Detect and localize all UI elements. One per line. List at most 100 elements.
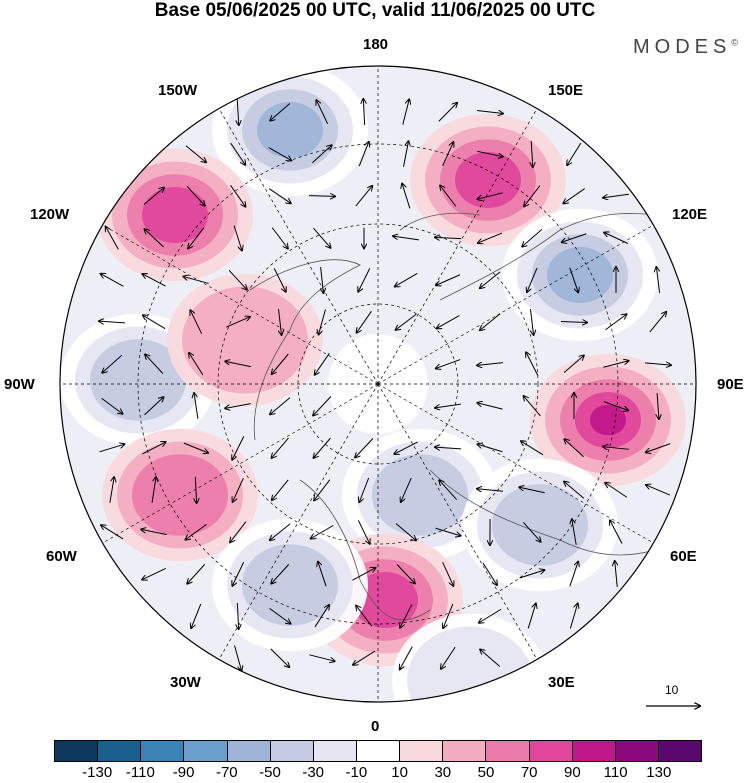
wind-arrow — [268, 188, 290, 204]
colorbar-swatch — [227, 741, 271, 761]
wind-arrow — [189, 353, 204, 376]
meridian-line — [377, 224, 654, 385]
wind-arrow — [603, 361, 628, 368]
wind-arrow — [355, 186, 372, 207]
wind-arrow — [191, 603, 202, 628]
wind-arrow — [186, 186, 205, 205]
wind-arrow — [477, 363, 503, 366]
wind-arrow — [435, 403, 461, 408]
coastline — [439, 213, 681, 301]
wind-arrow — [109, 477, 114, 503]
wind-arrow — [605, 483, 628, 498]
wind-arrow — [99, 321, 126, 323]
colorbar-tick-label: -130 — [82, 764, 113, 781]
colorbar-swatch — [356, 741, 401, 761]
wind-arrow — [228, 270, 247, 289]
wind-arrow — [183, 277, 209, 284]
wind-arrow — [400, 604, 413, 627]
colorbar-swatch — [55, 741, 99, 761]
wind-arrow — [190, 310, 203, 334]
colorbar-swatch — [486, 741, 530, 761]
wind-arrow — [272, 479, 289, 500]
wind-arrow — [400, 646, 413, 670]
lon-label-120e: 120E — [672, 206, 708, 223]
colorbar-tick-label: 110 — [603, 764, 628, 781]
wind-arrow — [272, 437, 289, 458]
wind-arrow — [318, 562, 327, 587]
negative-anomaly-contour — [407, 626, 533, 702]
wind-arrow — [271, 564, 290, 583]
wind-arrow — [395, 523, 416, 541]
wind-arrow — [101, 397, 123, 413]
wind-arrow — [603, 447, 629, 450]
wind-arrow — [316, 100, 329, 124]
colorbar-tick-label: -30 — [302, 764, 325, 781]
lon-label-30e: 30E — [548, 674, 575, 691]
wind-arrow — [436, 274, 461, 285]
wind-arrow — [649, 312, 666, 333]
lon-label-150e: 150E — [548, 82, 584, 99]
wind-arrow — [394, 441, 418, 454]
lon-label-120w: 120W — [30, 206, 70, 223]
wind-arrow — [185, 145, 206, 163]
negative-anomaly-contour — [372, 454, 468, 536]
wind-arrow — [521, 441, 544, 456]
lon-label-60e: 60E — [670, 548, 697, 565]
lon-label-90w: 90W — [4, 376, 35, 393]
wind-arrow — [443, 603, 454, 628]
wind-arrow — [435, 447, 462, 449]
wind-arrow — [194, 393, 199, 419]
wind-arrow — [564, 439, 584, 458]
meridian-line — [102, 383, 379, 544]
wind-arrow — [358, 268, 371, 291]
wind-arrow — [564, 482, 585, 499]
wind-arrow — [563, 355, 584, 373]
positive-anomaly-contour — [142, 186, 208, 244]
wind-arrow — [524, 396, 541, 417]
wind-arrow — [185, 523, 207, 539]
wind-arrow — [321, 267, 324, 293]
wind-arrow — [605, 314, 627, 331]
wind-arrow — [442, 142, 454, 167]
wind-arrow — [225, 361, 251, 368]
wind-arrow — [357, 311, 372, 332]
meridian-line — [102, 224, 379, 385]
colorbar-swatch — [400, 741, 444, 761]
wind-arrow — [313, 396, 332, 415]
wind-arrow — [480, 649, 501, 667]
wind-arrow — [610, 520, 623, 544]
wind-arrow — [477, 489, 503, 491]
wind-arrow — [522, 521, 540, 541]
wind-arrow — [273, 268, 286, 291]
wind-arrow — [151, 477, 156, 503]
negative-anomaly-contour — [547, 246, 613, 304]
wind-arrow — [569, 604, 577, 629]
positive-anomaly-contour — [352, 571, 418, 629]
wind-arrow — [271, 227, 288, 249]
wind-arrow — [230, 185, 246, 206]
wind-arrow — [402, 99, 409, 125]
lon-label-0: 0 — [371, 718, 380, 735]
wind-arrow — [352, 568, 376, 581]
wind-arrow — [645, 363, 671, 365]
meridian-line — [377, 383, 538, 660]
colorbar-swatch — [658, 741, 702, 761]
wind-arrow — [143, 188, 164, 205]
wind-arrow — [479, 608, 502, 623]
wind-arrow — [527, 267, 538, 292]
wind-arrow — [603, 401, 628, 411]
wind-arrow — [141, 529, 167, 536]
wind-arrow — [519, 570, 545, 579]
colorbar-swatch — [141, 741, 185, 761]
wind-arrow — [569, 562, 578, 587]
wind-arrow — [569, 267, 578, 293]
negative-anomaly-contour — [257, 101, 323, 159]
wind-arrow — [477, 111, 503, 114]
wind-arrow — [358, 142, 369, 167]
wind-arrow — [101, 525, 124, 540]
meridian-line — [377, 108, 538, 385]
wind-arrow — [604, 233, 628, 244]
meridian-line — [377, 383, 654, 544]
wind-arrow — [480, 271, 501, 288]
